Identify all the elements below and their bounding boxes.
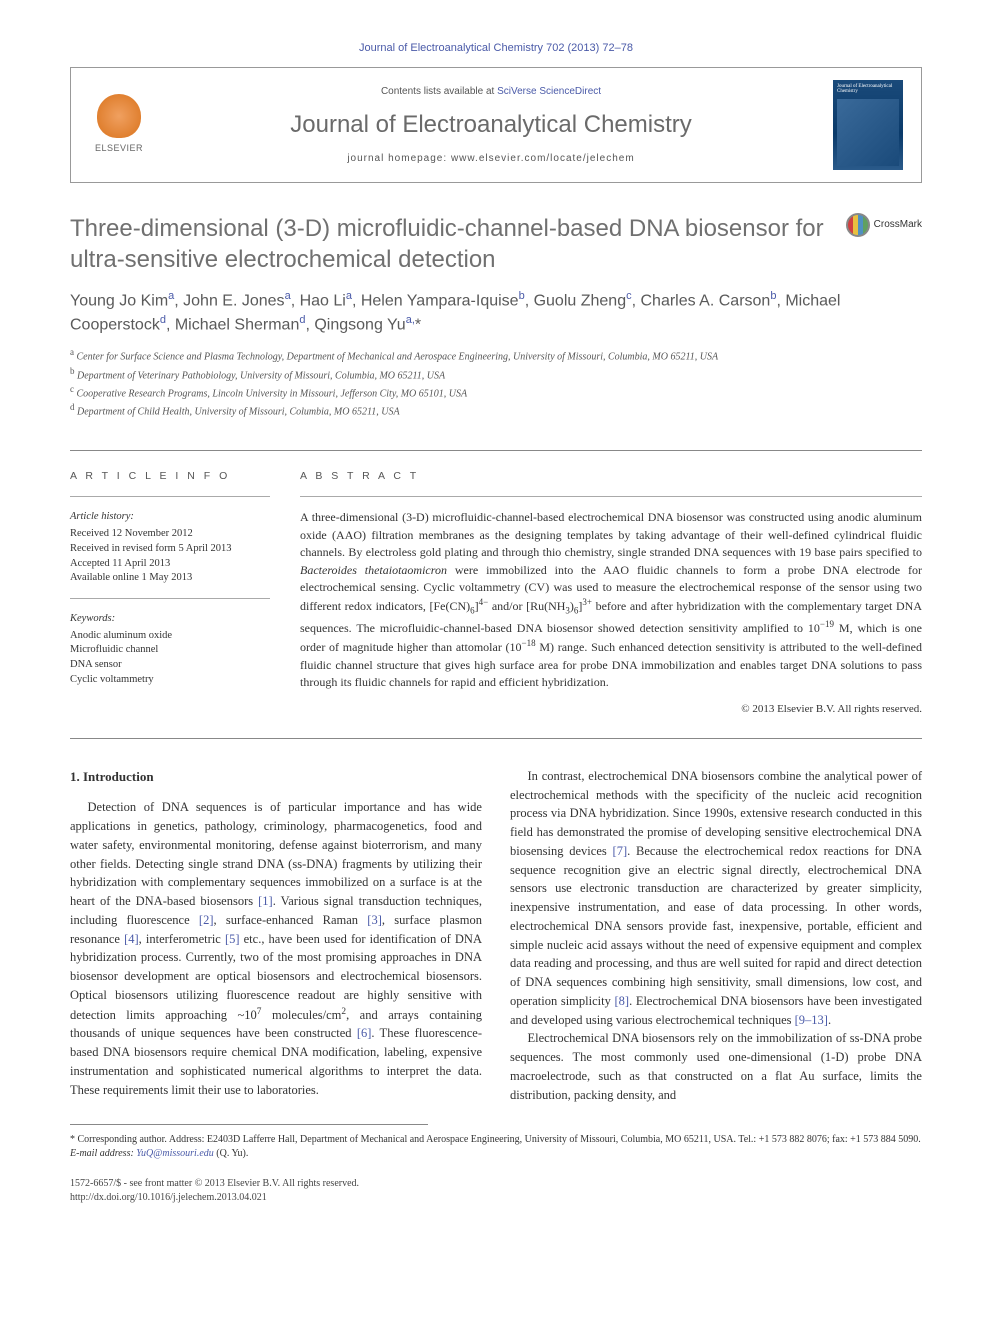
elsevier-tree-icon [97, 94, 141, 138]
publisher-name: ELSEVIER [95, 142, 143, 156]
body-text: 1. Introduction Detection of DNA sequenc… [70, 767, 922, 1105]
journal-cover-thumbnail[interactable]: Journal of Electroanalytical Chemistry [833, 80, 903, 170]
article-info: A R T I C L E I N F O Article history: R… [70, 469, 270, 718]
history-label: Article history: [70, 509, 270, 525]
info-abstract-row: A R T I C L E I N F O Article history: R… [70, 469, 922, 718]
affiliation-line: d Department of Child Health, University… [70, 401, 922, 419]
email-label: E-mail address: [70, 1148, 134, 1159]
homepage-line: journal homepage: www.elsevier.com/locat… [169, 151, 813, 166]
contents-available: Contents lists available at SciVerse Sci… [169, 84, 813, 99]
history-line: Available online 1 May 2013 [70, 571, 270, 586]
history-line: Accepted 11 April 2013 [70, 557, 270, 572]
info-heading: A R T I C L E I N F O [70, 469, 270, 485]
abstract-divider [300, 496, 922, 497]
email-link[interactable]: YuQ@missouri.edu [136, 1148, 213, 1159]
affiliation-line: c Cooperative Research Programs, Lincoln… [70, 383, 922, 401]
article-front-matter: Three-dimensional (3-D) microfluidic-cha… [70, 213, 922, 420]
sciencedirect-link[interactable]: SciVerse ScienceDirect [497, 86, 601, 97]
citation-line: Journal of Electroanalytical Chemistry 7… [70, 40, 922, 57]
history-line: Received 12 November 2012 [70, 527, 270, 542]
crossmark-badge[interactable]: CrossMark [846, 213, 922, 237]
info-divider [70, 496, 270, 497]
homepage-url[interactable]: www.elsevier.com/locate/jelechem [451, 153, 635, 164]
body-paragraph: Detection of DNA sequences is of particu… [70, 798, 482, 1099]
elsevier-logo[interactable]: ELSEVIER [89, 90, 149, 160]
authors: Young Jo Kima, John E. Jonesa, Hao Lia, … [70, 289, 922, 336]
crossmark-icon [846, 213, 870, 237]
affiliation-line: b Department of Veterinary Pathobiology,… [70, 365, 922, 383]
header-center: Contents lists available at SciVerse Sci… [169, 84, 813, 166]
abstract: A B S T R A C T A three-dimensional (3-D… [300, 469, 922, 718]
header-box: ELSEVIER Contents lists available at Sci… [70, 67, 922, 183]
page: Journal of Electroanalytical Chemistry 7… [0, 0, 992, 1265]
history-lines: Received 12 November 2012Received in rev… [70, 527, 270, 586]
abstract-heading: A B S T R A C T [300, 469, 922, 485]
abstract-text: A three-dimensional (3-D) microfluidic-c… [300, 509, 922, 691]
cover-title: Journal of Electroanalytical Chemistry [837, 84, 899, 95]
body-paragraph: Electrochemical DNA biosensors rely on t… [510, 1029, 922, 1104]
keyword: DNA sensor [70, 658, 270, 673]
affiliations: a Center for Surface Science and Plasma … [70, 346, 922, 419]
keyword: Cyclic voltammetry [70, 673, 270, 688]
footer-line1: 1572-6657/$ - see front matter © 2013 El… [70, 1177, 922, 1191]
history-line: Received in revised form 5 April 2013 [70, 542, 270, 557]
copyright: © 2013 Elsevier B.V. All rights reserved… [300, 701, 922, 718]
divider [70, 738, 922, 739]
corresponding-text: * Corresponding author. Address: E2403D … [70, 1133, 922, 1147]
corresponding-author: * Corresponding author. Address: E2403D … [70, 1133, 922, 1161]
cover-image [837, 99, 899, 166]
journal-title: Journal of Electroanalytical Chemistry [169, 107, 813, 143]
email-suffix: (Q. Yu). [216, 1148, 248, 1159]
affiliation-line: a Center for Surface Science and Plasma … [70, 346, 922, 364]
body-paragraph: In contrast, electrochemical DNA biosens… [510, 767, 922, 1030]
article-title: Three-dimensional (3-D) microfluidic-cha… [70, 213, 826, 275]
footer-separator [70, 1124, 428, 1125]
divider [70, 450, 922, 451]
keywords-label: Keywords: [70, 611, 270, 627]
keyword: Anodic aluminum oxide [70, 629, 270, 644]
keywords: Anodic aluminum oxideMicrofluidic channe… [70, 629, 270, 688]
info-divider [70, 598, 270, 599]
doi-link[interactable]: http://dx.doi.org/10.1016/j.jelechem.201… [70, 1191, 922, 1205]
keyword: Microfluidic channel [70, 643, 270, 658]
page-footer: 1572-6657/$ - see front matter © 2013 El… [70, 1177, 922, 1205]
section-heading: 1. Introduction [70, 767, 482, 787]
crossmark-label: CrossMark [874, 217, 922, 232]
